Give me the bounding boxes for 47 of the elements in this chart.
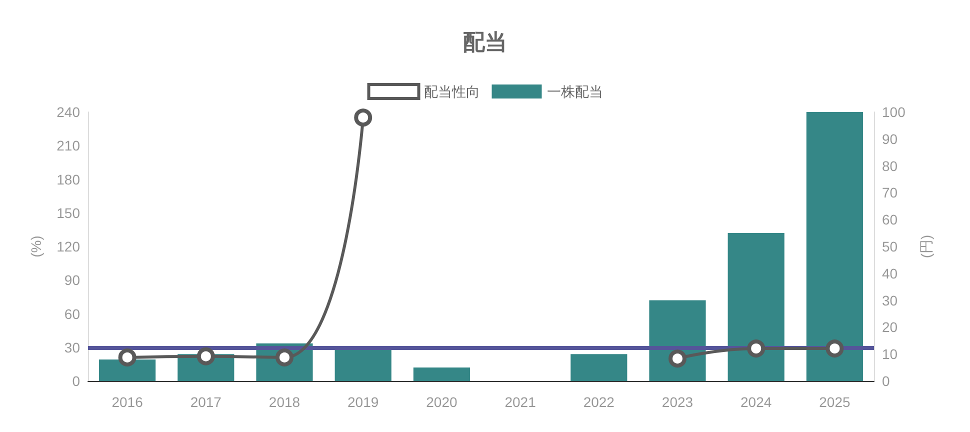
y2-tick-label: 100 xyxy=(882,104,906,120)
bar xyxy=(806,112,863,381)
legend-label: 配当性向 xyxy=(424,84,480,100)
y2-axis-title: (円) xyxy=(918,234,934,258)
y2-tick-label: 90 xyxy=(882,130,898,147)
y-tick-label: 120 xyxy=(56,238,80,254)
y2-tick-label: 40 xyxy=(882,265,898,282)
chart-title: 配当 xyxy=(463,30,507,54)
y2-tick-label: 50 xyxy=(882,238,898,254)
y2-tick-label: 80 xyxy=(882,158,898,174)
y2-tick-label: 60 xyxy=(882,212,898,228)
y-tick-label: 240 xyxy=(56,104,80,120)
y-axis-title: (%) xyxy=(28,236,44,258)
point xyxy=(668,350,686,368)
y-tick-label: 30 xyxy=(64,339,80,356)
point xyxy=(196,347,215,366)
y-tick-label: 150 xyxy=(56,204,80,221)
y-tick-label: 0 xyxy=(72,373,80,389)
x-tick-label: 2025 xyxy=(819,394,850,410)
y-tick-label: 90 xyxy=(64,272,80,288)
point xyxy=(826,340,844,358)
y2-tick-label: 20 xyxy=(882,319,898,336)
legend-label: 一株配当 xyxy=(546,84,603,100)
y2-tick-label: 70 xyxy=(882,184,898,201)
x-tick-label: 2020 xyxy=(426,394,458,410)
x-tick-label: 2019 xyxy=(348,394,379,410)
x-tick-label: 2024 xyxy=(740,394,772,410)
bar xyxy=(728,233,784,381)
point xyxy=(354,108,372,127)
y-tick-label: 210 xyxy=(56,138,80,154)
x-tick-label: 2022 xyxy=(583,394,615,410)
bar xyxy=(99,359,156,381)
y-tick-label: 60 xyxy=(64,306,80,322)
y2-tick-label: 10 xyxy=(882,346,898,362)
x-tick-label: 2018 xyxy=(268,394,300,410)
bar xyxy=(570,354,628,381)
y2-tick-label: 0 xyxy=(882,373,890,389)
point xyxy=(118,348,136,366)
point xyxy=(747,340,766,358)
x-tick-label: 2016 xyxy=(112,394,144,410)
x-tick-label: 2023 xyxy=(662,394,694,410)
x-tick-label: 2021 xyxy=(504,394,536,410)
bar xyxy=(334,348,392,381)
bar xyxy=(413,368,470,381)
x-tick-label: 2017 xyxy=(190,394,222,410)
y2-tick-label: 30 xyxy=(882,292,898,308)
y-tick-label: 180 xyxy=(56,171,80,188)
